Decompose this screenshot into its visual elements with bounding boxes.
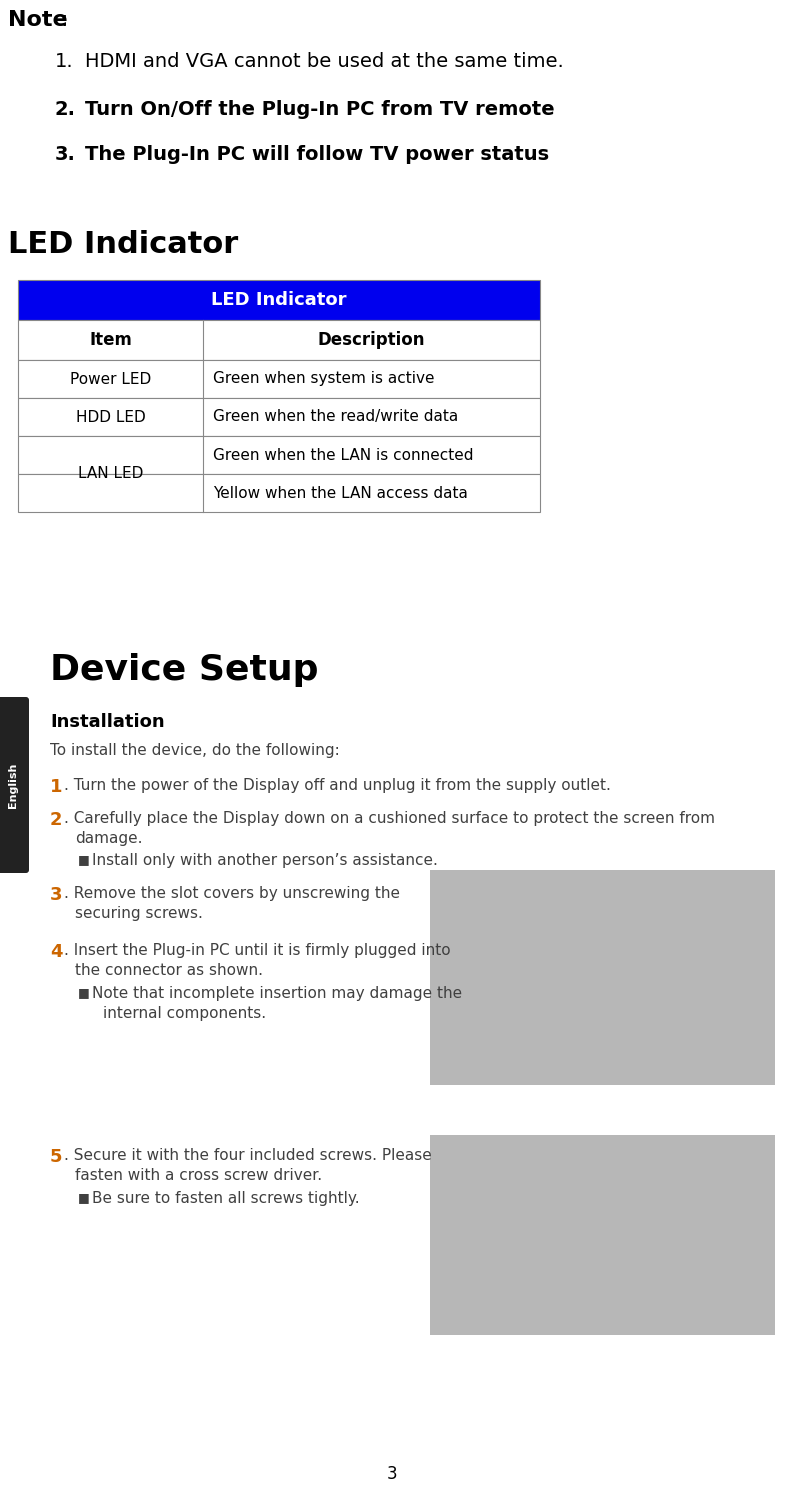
Text: ■: ■ [78,852,89,866]
Text: 1.: 1. [55,52,74,71]
Text: Green when the LAN is connected: Green when the LAN is connected [213,447,473,462]
Bar [18,398,540,437]
Text: To install the device, do the following:: To install the device, do the following: [50,742,340,757]
Text: LAN LED: LAN LED [78,466,143,481]
Text: LED Indicator: LED Indicator [211,291,347,309]
Text: Installation: Installation [50,713,165,731]
Text: 2.: 2. [55,99,76,119]
Text: Power LED: Power LED [70,371,152,386]
FancyBboxPatch shape [0,696,29,873]
Text: . Remove the slot covers by unscrewing the: . Remove the slot covers by unscrewing t… [64,887,400,901]
Text: Item: Item [89,331,132,349]
Text: 3: 3 [50,887,63,904]
Bar [18,474,540,512]
Text: English: English [8,762,18,808]
Bar [18,359,540,398]
Text: 3.: 3. [55,146,76,163]
Text: Green when the read/write data: Green when the read/write data [213,410,458,425]
Text: the connector as shown.: the connector as shown. [75,962,263,979]
Text: . Secure it with the four included screws. Please: . Secure it with the four included screw… [64,1148,432,1163]
Text: fasten with a cross screw driver.: fasten with a cross screw driver. [75,1169,322,1184]
Text: Turn On/Off the Plug-In PC from TV remote: Turn On/Off the Plug-In PC from TV remot… [85,99,555,119]
Text: ■: ■ [78,1191,89,1204]
Text: Green when system is active: Green when system is active [213,371,435,386]
Text: LED Indicator: LED Indicator [8,230,239,258]
Bar [18,319,540,359]
Text: securing screws.: securing screws. [75,906,203,921]
Text: HDD LED: HDD LED [75,410,145,425]
Text: 5: 5 [50,1148,63,1166]
Text: . Carefully place the Display down on a cushioned surface to protect the screen : . Carefully place the Display down on a … [64,811,715,826]
Text: Note: Note [8,10,68,30]
Text: Note that incomplete insertion may damage the: Note that incomplete insertion may damag… [92,986,462,1001]
Text: damage.: damage. [75,832,143,846]
Text: 1: 1 [50,778,63,796]
Text: . Insert the Plug-in PC until it is firmly plugged into: . Insert the Plug-in PC until it is firm… [64,943,451,958]
Bar [18,437,540,474]
Text: HDMI and VGA cannot be used at the same time.: HDMI and VGA cannot be used at the same … [85,52,564,71]
Text: 4: 4 [50,943,63,961]
Text: :: : [60,10,68,30]
Text: 2: 2 [50,811,63,829]
Text: Be sure to fasten all screws tightly.: Be sure to fasten all screws tightly. [92,1191,360,1206]
Text: Install only with another person’s assistance.: Install only with another person’s assis… [92,852,438,869]
Text: internal components.: internal components. [103,1005,266,1022]
Text: 3: 3 [387,1466,397,1484]
Text: . Turn the power of the Display off and unplug it from the supply outlet.: . Turn the power of the Display off and … [64,778,611,793]
Bar [18,281,540,319]
Text: ■: ■ [78,986,89,999]
Text: Yellow when the LAN access data: Yellow when the LAN access data [213,486,468,500]
Text: The Plug-In PC will follow TV power status: The Plug-In PC will follow TV power stat… [85,146,550,163]
Text: Device Setup: Device Setup [50,653,319,688]
Text: Description: Description [318,331,425,349]
